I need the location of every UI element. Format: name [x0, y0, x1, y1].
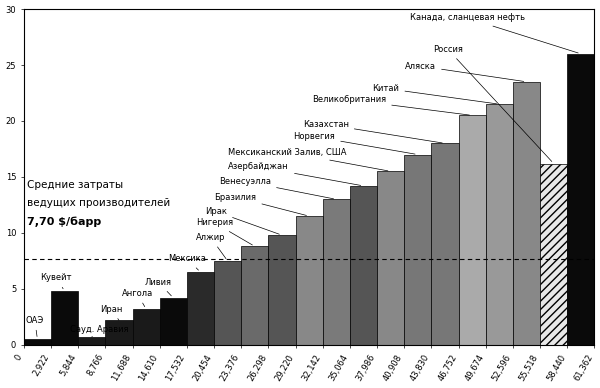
Bar: [567, 54, 595, 345]
Bar: [268, 235, 296, 345]
Text: Нигерия: Нигерия: [196, 218, 253, 245]
Bar: [160, 298, 187, 345]
Text: Ирак: Ирак: [205, 207, 280, 234]
Text: Норвегия: Норвегия: [293, 132, 415, 154]
Text: Кувейт: Кувейт: [41, 273, 72, 289]
Bar: [513, 82, 540, 345]
Text: 7,70 $/барр: 7,70 $/барр: [26, 217, 101, 227]
Text: Алжир: Алжир: [196, 233, 226, 259]
Bar: [241, 246, 268, 345]
Bar: [458, 115, 486, 345]
Bar: [323, 199, 350, 345]
Bar: [404, 154, 431, 345]
Text: Мексика: Мексика: [168, 254, 206, 270]
Text: Казахстан: Казахстан: [303, 120, 442, 143]
Text: Китай: Китай: [373, 84, 497, 104]
Text: ОАЭ: ОАЭ: [26, 316, 44, 336]
Text: Канада, сланцевая нефть: Канада, сланцевая нефть: [410, 14, 578, 53]
Text: Бразилия: Бразилия: [214, 192, 307, 215]
Bar: [486, 104, 513, 345]
Bar: [350, 186, 377, 345]
Bar: [187, 272, 214, 345]
Bar: [24, 339, 51, 345]
Bar: [133, 309, 160, 345]
Text: Россия: Россия: [433, 45, 552, 161]
Text: Аляска: Аляска: [405, 62, 524, 81]
Bar: [540, 163, 567, 345]
Text: Великобритания: Великобритания: [312, 95, 469, 115]
Text: Ливия: Ливия: [145, 278, 172, 296]
Text: Иран: Иран: [100, 305, 122, 320]
Bar: [377, 171, 404, 345]
Bar: [214, 261, 241, 345]
Text: Азербайджан: Азербайджан: [229, 162, 361, 185]
Bar: [106, 320, 133, 345]
Text: ведущих производителей: ведущих производителей: [26, 198, 170, 208]
Text: Венесуэлла: Венесуэлла: [219, 177, 334, 199]
Text: Мексиканский Залив, США: Мексиканский Залив, США: [229, 148, 388, 171]
Text: Сауд. Аравия: Сауд. Аравия: [70, 325, 129, 337]
Text: Средние затраты: Средние затраты: [26, 180, 123, 191]
Text: Ангола: Ангола: [121, 289, 153, 307]
Bar: [78, 337, 106, 345]
Bar: [296, 216, 323, 345]
Bar: [431, 144, 458, 345]
Bar: [51, 291, 78, 345]
